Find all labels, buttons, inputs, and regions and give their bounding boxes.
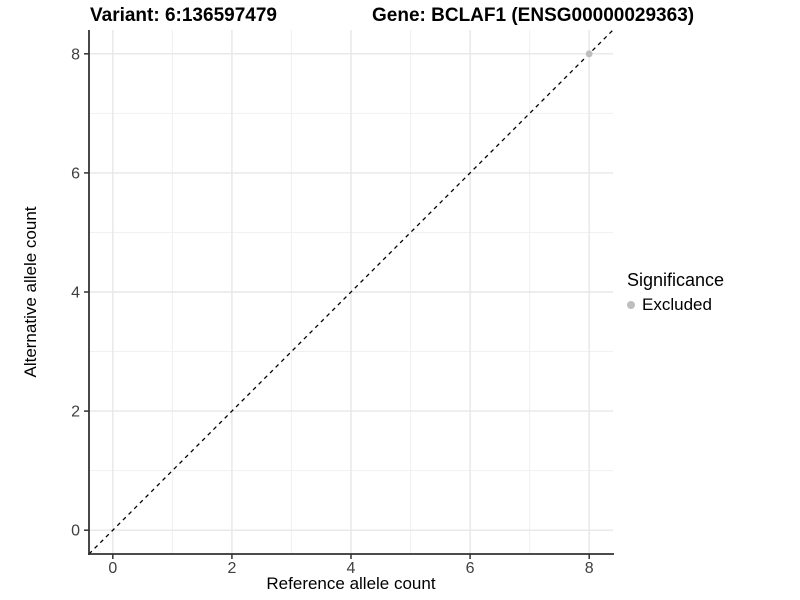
data-point-excluded <box>585 50 593 58</box>
plot-title-gene: Gene: BCLAF1 (ENSG00000029363) <box>372 5 695 26</box>
x-tick-label: 0 <box>108 560 117 577</box>
y-tick-label: 6 <box>71 165 80 182</box>
legend: Significance Excluded <box>627 270 724 315</box>
x-axis-title: Reference allele count <box>266 574 436 593</box>
legend-point-icon <box>627 301 635 309</box>
x-tick-label: 6 <box>466 560 475 577</box>
x-tick-label: 4 <box>347 560 356 577</box>
y-tick-label: 8 <box>71 46 80 63</box>
y-tick-label: 2 <box>71 404 80 421</box>
legend-title: Significance <box>627 270 725 290</box>
x-tick-label: 2 <box>227 560 236 577</box>
y-axis-title: Alternative allele count <box>21 206 40 378</box>
legend-item-excluded: Excluded <box>627 295 724 315</box>
y-tick-label: 0 <box>71 523 80 540</box>
x-tick-label: 8 <box>585 560 594 577</box>
y-tick-label: 4 <box>71 285 80 302</box>
legend-item-label: Excluded <box>642 295 712 314</box>
plot-title-variant: Variant: 6:136597479 <box>90 5 277 26</box>
identity-line <box>88 29 614 555</box>
